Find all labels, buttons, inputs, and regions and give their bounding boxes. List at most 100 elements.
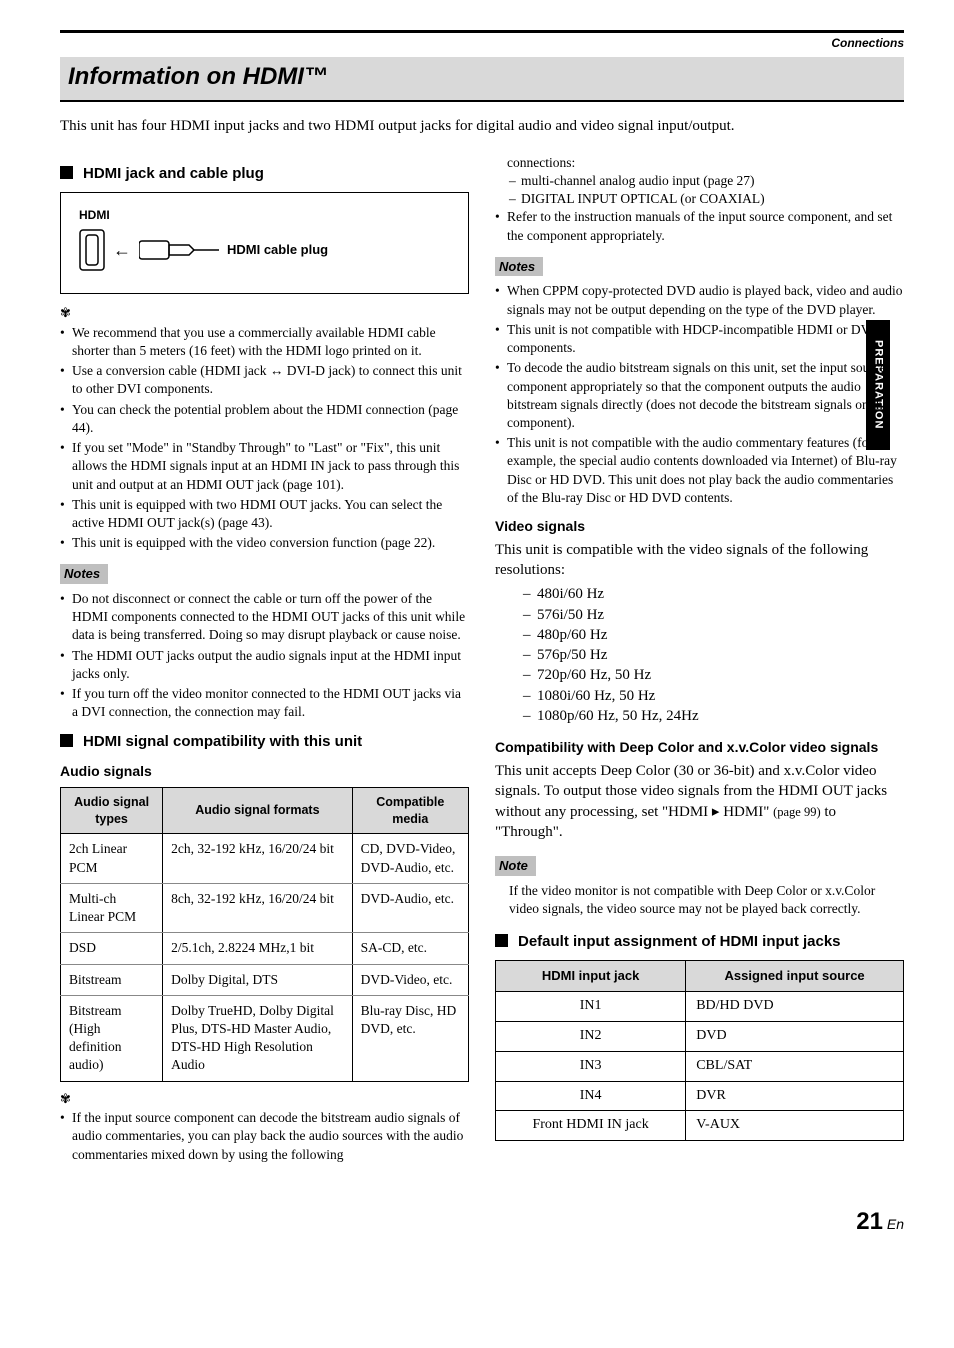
notes-list-2: When CPPM copy-protected DVD audio is pl… (495, 282, 904, 507)
table-cell: 2ch, 32-192 kHz, 16/20/24 bit (163, 834, 352, 883)
hdmi-plug-icon (139, 235, 219, 265)
heading-assign-text: Default input assignment of HDMI input j… (518, 932, 841, 952)
table-cell: DSD (61, 933, 163, 964)
list-item: Do not disconnect or connect the cable o… (60, 590, 469, 645)
table-cell: Dolby TrueHD, Dolby Digital Plus, DTS-HD… (163, 995, 352, 1081)
deepcolor-pageref: (page 99) (773, 805, 821, 819)
list-item: If the input source component can decode… (60, 1109, 469, 1164)
list-item: Use a conversion cable (HDMI jack ↔ DVI-… (60, 362, 469, 398)
table-cell: 2/5.1ch, 2.8224 MHz,1 bit (163, 933, 352, 964)
heading-assign: Default input assignment of HDMI input j… (495, 932, 904, 952)
table-header: Audio signal formats (163, 787, 352, 834)
intro-text: This unit has four HDMI input jacks and … (60, 116, 904, 136)
tips-list-1: We recommend that you use a commercially… (60, 324, 469, 553)
continuation-text: connections: (495, 154, 904, 172)
table-cell: IN1 (496, 991, 686, 1021)
table-cell: 2ch Linear PCM (61, 834, 163, 883)
continuation-bullet: Refer to the instruction manuals of the … (495, 208, 904, 244)
notes-heading-2: Notes (495, 257, 543, 277)
video-intro: This unit is compatible with the video s… (495, 540, 904, 581)
assignment-table: HDMI input jack Assigned input source IN… (495, 960, 904, 1141)
heading-deepcolor: Compatibility with Deep Color and x.v.Co… (495, 738, 904, 757)
table-cell: BD/HD DVD (686, 991, 904, 1021)
table-cell: Multi-ch Linear PCM (61, 883, 163, 932)
table-cell: DVD-Audio, etc. (352, 883, 468, 932)
table-cell: IN4 (496, 1081, 686, 1111)
diagram-plug-label: HDMI cable plug (227, 241, 328, 259)
table-cell: Bitstream (61, 964, 163, 995)
tips-list-2: If the input source component can decode… (60, 1109, 469, 1164)
heading-jack: HDMI jack and cable plug (60, 164, 469, 184)
heading-video: Video signals (495, 517, 904, 536)
table-cell: CBL/SAT (686, 1051, 904, 1081)
list-item: 1080p/60 Hz, 50 Hz, 24Hz (523, 706, 904, 726)
list-item: We recommend that you use a commercially… (60, 324, 469, 360)
square-bullet-icon (60, 734, 73, 747)
notes-heading-1: Notes (60, 564, 108, 584)
table-cell: 8ch, 32-192 kHz, 16/20/24 bit (163, 883, 352, 932)
list-item: This unit is equipped with two HDMI OUT … (60, 496, 469, 532)
page-footer: 21 En (60, 1206, 904, 1238)
table-cell: Front HDMI IN jack (496, 1111, 686, 1141)
page-title: Information on HDMI™ (68, 61, 904, 93)
table-cell: CD, DVD-Video, DVD-Audio, etc. (352, 834, 468, 883)
left-column: HDMI jack and cable plug HDMI ← HDMI cab… (60, 154, 469, 1166)
list-item: 576i/50 Hz (523, 605, 904, 625)
table-cell: Bitstream (High definition audio) (61, 995, 163, 1081)
list-item: You can check the potential problem abou… (60, 401, 469, 437)
notes-list-1: Do not disconnect or connect the cable o… (60, 590, 469, 722)
page-lang: En (887, 1216, 904, 1232)
title-bar: Information on HDMI™ (60, 57, 904, 101)
table-header: HDMI input jack (496, 961, 686, 992)
hdmi-diagram: HDMI ← HDMI cable plug (60, 192, 469, 294)
table-cell: Dolby Digital, DTS (163, 964, 352, 995)
list-item: 480p/60 Hz (523, 625, 904, 645)
table-cell: DVD (686, 1021, 904, 1051)
square-bullet-icon (495, 934, 508, 947)
list-item: 576p/50 Hz (523, 645, 904, 665)
top-rule (60, 30, 904, 33)
list-item: This unit is not compatible with HDCP-in… (495, 321, 904, 357)
deepcolor-text: This unit accepts Deep Color (30 or 36-b… (495, 761, 904, 842)
table-header: Compatible media (352, 787, 468, 834)
table-cell: DVR (686, 1081, 904, 1111)
hdmi-jack-icon (79, 229, 105, 271)
audio-signals-table: Audio signal types Audio signal formats … (60, 787, 469, 1082)
table-header: Assigned input source (686, 961, 904, 992)
heading-audio: Audio signals (60, 762, 469, 781)
heading-jack-text: HDMI jack and cable plug (83, 164, 264, 184)
list-item: 720p/60 Hz, 50 Hz (523, 665, 904, 685)
diagram-hdmi-label: HDMI (79, 207, 450, 223)
table-cell: DVD-Video, etc. (352, 964, 468, 995)
table-cell: IN3 (496, 1051, 686, 1081)
header-section-label: Connections (60, 35, 904, 51)
list-item: Refer to the instruction manuals of the … (495, 208, 904, 244)
heading-compat: HDMI signal compatibility with this unit (60, 732, 469, 752)
table-cell: IN2 (496, 1021, 686, 1051)
note-single-text: If the video monitor is not compatible w… (495, 882, 904, 918)
list-item: If you turn off the video monitor connec… (60, 685, 469, 721)
right-column: connections: multi-channel analog audio … (495, 154, 904, 1166)
list-item: If you set "Mode" in "Standby Through" t… (60, 439, 469, 494)
table-header: Audio signal types (61, 787, 163, 834)
page-number: 21 (856, 1208, 883, 1235)
table-cell: Blu-ray Disc, HD DVD, etc. (352, 995, 468, 1081)
tip-icon: ✾ (60, 304, 469, 322)
list-item: This unit is not compatible with the aud… (495, 434, 904, 507)
list-item: This unit is equipped with the video con… (60, 534, 469, 552)
tip-icon: ✾ (60, 1090, 469, 1108)
square-bullet-icon (60, 166, 73, 179)
heading-compat-text: HDMI signal compatibility with this unit (83, 732, 362, 752)
list-item: multi-channel analog audio input (page 2… (509, 172, 904, 190)
table-cell: SA-CD, etc. (352, 933, 468, 964)
list-item: 1080i/60 Hz, 50 Hz (523, 686, 904, 706)
arrow-icon: ← (113, 238, 131, 262)
resolutions-list: 480i/60 Hz 576i/50 Hz 480p/60 Hz 576p/50… (495, 584, 904, 726)
note-heading-single: Note (495, 856, 536, 876)
table-cell: V-AUX (686, 1111, 904, 1141)
list-item: The HDMI OUT jacks output the audio sign… (60, 647, 469, 683)
list-item: 480i/60 Hz (523, 584, 904, 604)
list-item: When CPPM copy-protected DVD audio is pl… (495, 282, 904, 318)
list-item: DIGITAL INPUT OPTICAL (or COAXIAL) (509, 190, 904, 208)
list-item: To decode the audio bitstream signals on… (495, 359, 904, 432)
